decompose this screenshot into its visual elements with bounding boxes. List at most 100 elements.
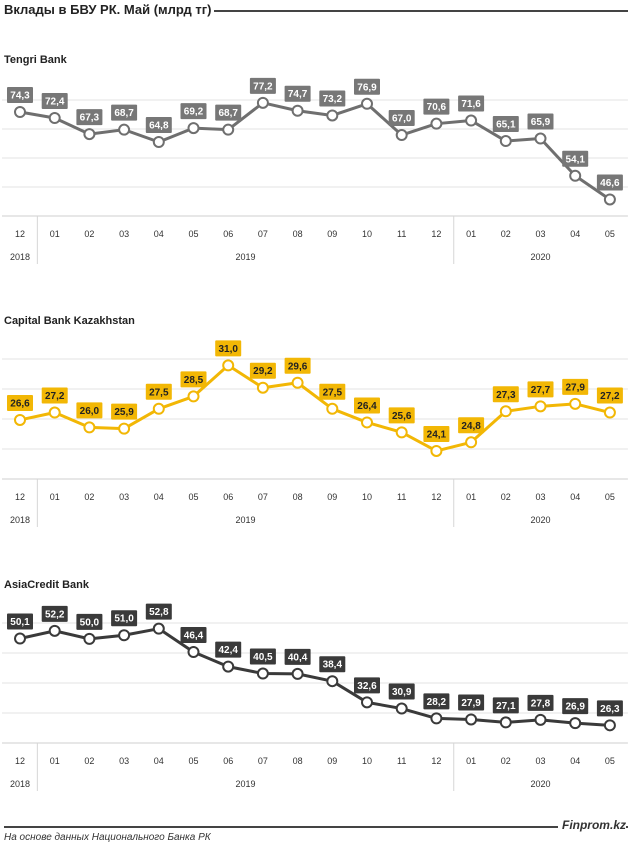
data-point — [291, 376, 304, 389]
data-point — [291, 104, 304, 117]
data-point — [256, 667, 269, 680]
data-label: 24,8 — [461, 421, 481, 432]
data-label: 27,9 — [461, 698, 481, 709]
x-tick-label: 10 — [362, 756, 372, 766]
data-point — [534, 132, 547, 145]
data-label-bg — [354, 78, 380, 95]
data-label: 25,9 — [114, 407, 134, 418]
data-label-bg — [145, 117, 172, 133]
x-tick-label: 12 — [431, 756, 441, 766]
data-label-bg — [596, 700, 623, 717]
data-label: 77,2 — [253, 81, 273, 92]
data-label: 28,2 — [427, 697, 447, 708]
data-label: 46,4 — [184, 631, 204, 642]
chart-title: Tengri Bank — [4, 54, 67, 66]
x-tick-label: 02 — [501, 756, 511, 766]
data-point — [361, 416, 373, 429]
data-label: 29,6 — [288, 361, 308, 372]
x-tick-label: 05 — [605, 492, 615, 502]
data-label-bg — [388, 407, 415, 424]
data-label-bg — [596, 387, 623, 404]
data-label: 52,2 — [45, 609, 65, 620]
data-point — [465, 713, 478, 726]
year-label: 2018 — [10, 515, 30, 525]
data-point — [326, 402, 339, 415]
data-point — [326, 109, 339, 122]
data-label-bg — [249, 362, 276, 379]
data-label: 70,6 — [427, 102, 447, 113]
data-point — [14, 632, 26, 645]
data-label-bg — [145, 603, 172, 620]
data-point — [48, 624, 61, 637]
footer-divider — [4, 826, 628, 828]
data-label-bg — [388, 110, 415, 127]
data-label: 25,6 — [392, 411, 412, 422]
data-label: 27,1 — [496, 701, 516, 712]
x-tick-label: 04 — [570, 756, 580, 766]
x-tick-label: 04 — [154, 229, 164, 239]
data-label: 27,2 — [600, 391, 620, 402]
data-label: 67,0 — [392, 114, 412, 125]
data-label-bg — [562, 378, 589, 395]
x-tick-label: 04 — [570, 492, 580, 502]
data-point — [569, 717, 582, 730]
data-point — [152, 136, 165, 148]
x-tick-label: 03 — [535, 492, 545, 502]
year-label: 2018 — [10, 779, 30, 789]
data-label: 64,8 — [149, 121, 169, 132]
data-label-bg — [41, 605, 68, 622]
x-tick-label: 02 — [84, 229, 94, 239]
x-tick-label: 08 — [293, 229, 303, 239]
data-point — [395, 129, 408, 142]
data-label-bg — [319, 656, 346, 673]
data-label-bg — [145, 383, 172, 400]
data-point — [499, 716, 512, 729]
data-label: 31,0 — [218, 344, 238, 355]
x-tick-label: 12 — [431, 492, 441, 502]
series-line — [19, 627, 610, 727]
data-label-bg — [492, 116, 519, 133]
data-point — [222, 123, 235, 136]
title-divider — [214, 10, 628, 12]
data-label: 71,6 — [461, 99, 481, 110]
data-label-bg — [527, 694, 554, 711]
data-point — [430, 117, 443, 130]
x-tick-label: 02 — [501, 492, 511, 502]
data-label-bg — [596, 174, 623, 191]
data-label-bg — [423, 693, 450, 710]
data-point — [534, 400, 547, 413]
data-label: 68,7 — [218, 108, 238, 119]
data-point — [569, 397, 582, 410]
data-label: 73,2 — [323, 94, 343, 105]
data-label-bg — [76, 402, 103, 419]
data-label-bg — [111, 610, 138, 627]
x-tick-label: 06 — [223, 756, 233, 766]
chart-title: AsiaCredit Bank — [4, 579, 89, 591]
data-point — [222, 660, 235, 673]
data-point — [569, 169, 582, 182]
x-tick-label: 01 — [50, 756, 60, 766]
year-label: 2019 — [236, 515, 256, 525]
data-point — [187, 390, 200, 403]
data-label: 26,4 — [357, 401, 377, 412]
data-label-bg — [7, 87, 33, 103]
x-tick-label: 04 — [154, 492, 164, 502]
data-label-bg — [215, 104, 242, 121]
x-tick-label: 08 — [293, 756, 303, 766]
data-label: 24,1 — [427, 429, 447, 440]
data-point — [603, 719, 616, 732]
data-label: 72,4 — [45, 97, 65, 108]
data-label: 51,0 — [114, 614, 134, 625]
data-label: 27,9 — [565, 382, 585, 393]
page-title: Вклады в БВУ РК. Май (млрд тг) — [4, 2, 212, 17]
x-tick-label: 05 — [605, 229, 615, 239]
data-label-bg — [180, 627, 207, 644]
year-label: 2018 — [10, 252, 30, 262]
data-label: 54,1 — [565, 154, 585, 165]
x-tick-label: 03 — [119, 756, 129, 766]
data-label-bg — [458, 95, 485, 112]
data-label: 52,8 — [149, 607, 169, 618]
data-label-bg — [423, 98, 450, 115]
data-label: 74,7 — [288, 89, 308, 100]
